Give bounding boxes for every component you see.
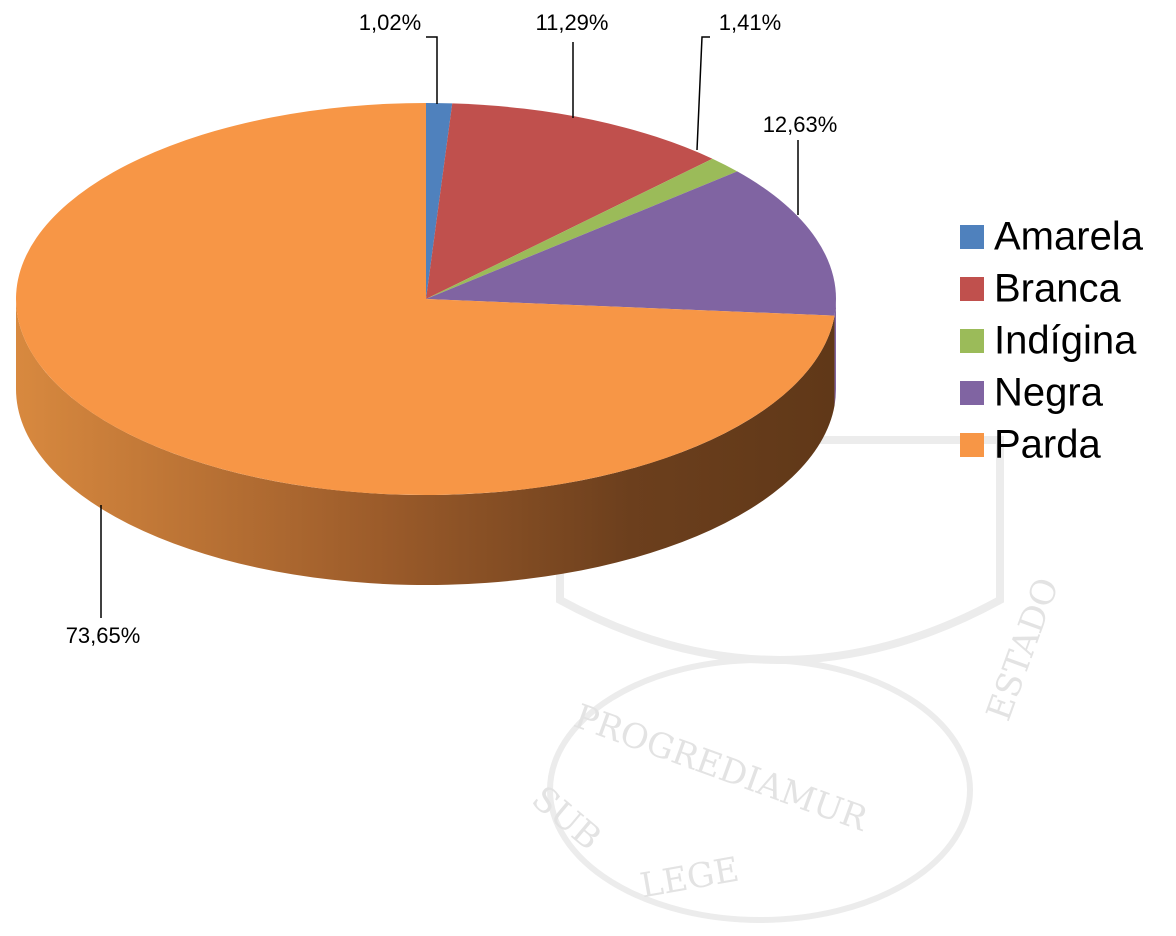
data-label: 1,02% (359, 10, 421, 35)
legend-swatch (960, 433, 984, 457)
slice (426, 171, 836, 316)
leader-line (426, 36, 438, 104)
legend-swatch (960, 277, 984, 301)
slice-side (834, 299, 836, 406)
leader-line (696, 36, 710, 151)
watermark-shape (556, 436, 1004, 664)
slice-side (16, 299, 835, 586)
legend-label: Amarela (994, 215, 1144, 259)
watermark-text: SUB (524, 778, 609, 858)
data-label: 73,65% (66, 623, 141, 648)
data-label: 1,41% (719, 10, 781, 35)
legend-label: Negra (994, 371, 1104, 415)
slice (426, 103, 713, 300)
slice (16, 103, 835, 496)
data-label: 11,29% (536, 10, 609, 35)
legend-swatch (960, 225, 984, 249)
legend-swatch (960, 381, 984, 405)
slice (426, 158, 738, 299)
legend-label: Branca (994, 267, 1121, 311)
data-label: 12,63% (763, 112, 838, 137)
watermark-text: ESTADO (979, 573, 1067, 726)
watermark-text: PROGREDIAMUR (569, 697, 874, 840)
legend-label: Indígina (994, 319, 1137, 363)
legend-label: Parda (994, 423, 1101, 467)
legend-swatch (960, 329, 984, 353)
slice (426, 103, 453, 299)
watermark-text: LEGE (637, 850, 742, 907)
